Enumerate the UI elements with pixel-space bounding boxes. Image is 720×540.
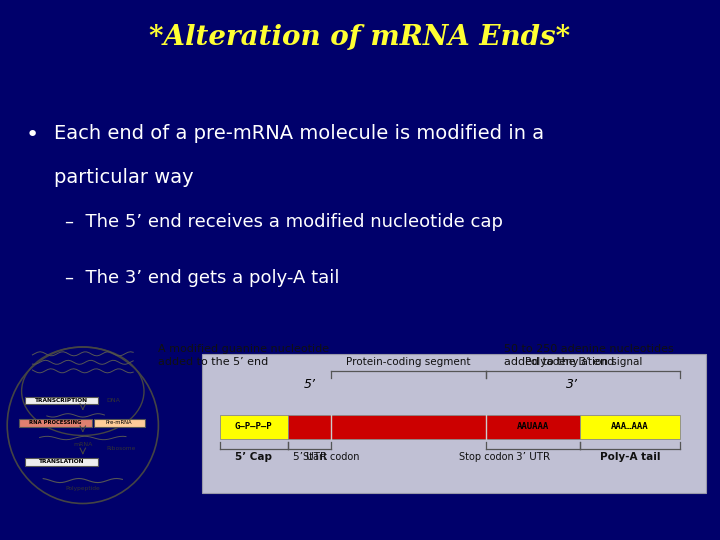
Text: TRANSCRIPTION: TRANSCRIPTION	[35, 399, 88, 403]
Text: 5’ Cap: 5’ Cap	[235, 453, 272, 462]
Text: mRNA: mRNA	[73, 442, 92, 447]
Text: Stop codon: Stop codon	[459, 453, 513, 462]
Text: Each end of a pre-mRNA molecule is modified in a: Each end of a pre-mRNA molecule is modif…	[54, 124, 544, 143]
Text: Pre-mRNA: Pre-mRNA	[106, 420, 132, 426]
Text: AAA…AAA: AAA…AAA	[611, 422, 649, 431]
Bar	[288, 415, 331, 439]
Text: •: •	[25, 125, 38, 145]
Bar	[220, 415, 288, 439]
Text: Polypeptide: Polypeptide	[66, 487, 100, 491]
FancyBboxPatch shape	[19, 419, 92, 427]
Text: –  The 3’ end gets a poly-A tail: – The 3’ end gets a poly-A tail	[65, 269, 339, 287]
Text: added to the 3’ end: added to the 3’ end	[504, 357, 614, 367]
Text: –  The 5’ end receives a modified nucleotide cap: – The 5’ end receives a modified nucleot…	[65, 213, 503, 231]
Text: TRANSLATION: TRANSLATION	[38, 460, 84, 464]
Text: A modified guanine nucleotide: A modified guanine nucleotide	[158, 343, 330, 354]
Text: Polyadenylation signal: Polyadenylation signal	[524, 357, 642, 367]
Text: G–P–P–P: G–P–P–P	[235, 422, 273, 431]
Text: Protein-coding segment: Protein-coding segment	[346, 357, 471, 367]
Text: 3’ UTR: 3’ UTR	[516, 453, 550, 462]
Bar	[486, 415, 580, 439]
Text: 5’: 5’	[304, 378, 315, 391]
Bar	[331, 415, 486, 439]
FancyBboxPatch shape	[25, 458, 98, 465]
Text: *Alteration of mRNA Ends*: *Alteration of mRNA Ends*	[150, 24, 570, 51]
FancyBboxPatch shape	[25, 397, 98, 404]
Text: added to the 5’ end: added to the 5’ end	[158, 357, 269, 367]
Text: AAUAAA: AAUAAA	[517, 422, 549, 431]
Text: DNA: DNA	[107, 399, 120, 403]
FancyBboxPatch shape	[94, 419, 145, 427]
Text: 5’ UTR: 5’ UTR	[292, 453, 327, 462]
Text: 3’: 3’	[567, 378, 578, 391]
Text: 50 to 250 adenine nucleotides: 50 to 250 adenine nucleotides	[504, 343, 674, 354]
Text: Ribosome: Ribosome	[107, 446, 136, 451]
Text: Poly-A tail: Poly-A tail	[600, 453, 660, 462]
Bar	[202, 354, 706, 494]
Text: RNA PROCESSING: RNA PROCESSING	[30, 420, 81, 426]
Text: particular way: particular way	[54, 168, 194, 187]
Text: Start codon: Start codon	[303, 453, 359, 462]
Bar	[580, 415, 680, 439]
